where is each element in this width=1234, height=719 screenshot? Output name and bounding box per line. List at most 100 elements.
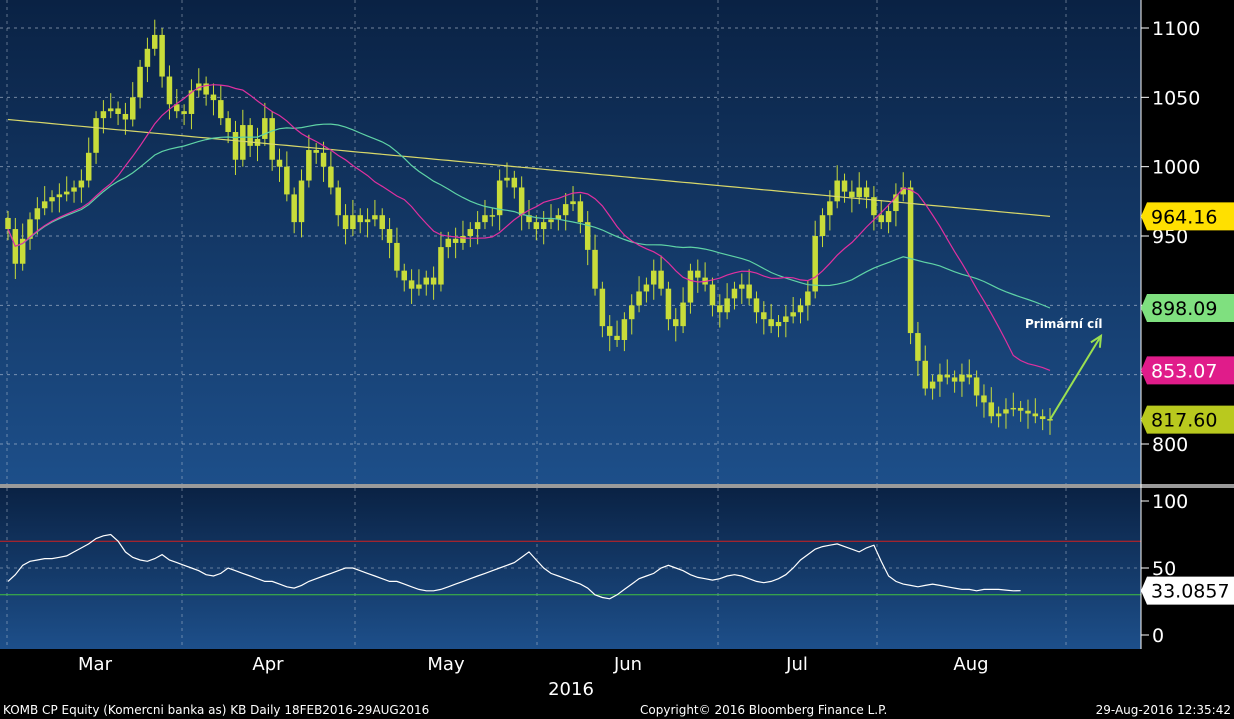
candle-body <box>937 374 943 382</box>
candle-body <box>328 166 334 188</box>
annotation-arrow <box>1049 333 1103 421</box>
candle-body <box>342 215 349 230</box>
moving-average-mid <box>7 123 1051 309</box>
candle-body <box>797 305 804 313</box>
candle-body <box>262 118 268 139</box>
x-axis-months: Mar Apr May Jun Jul Aug <box>78 654 989 675</box>
value-tag-ma-mid: 898.09 <box>1151 298 1217 320</box>
candle-body <box>482 215 488 223</box>
footer-timestamp: 29-Aug-2016 12:35:42 <box>1095 703 1231 717</box>
annotation-label: Primární cíl <box>1025 317 1103 331</box>
candle-body <box>107 108 114 112</box>
candle-body <box>379 215 385 230</box>
candle-body <box>1017 407 1024 411</box>
candle-body <box>562 204 569 216</box>
price-panel-background <box>0 0 1141 486</box>
candle-body <box>944 374 951 378</box>
candle-body <box>100 111 107 119</box>
candle-body <box>372 215 378 220</box>
value-tag-rsi-bg <box>1141 576 1234 605</box>
candle-body <box>1032 413 1039 417</box>
candle-body <box>93 118 99 153</box>
value-tag-ma-short: 853.07 <box>1151 360 1217 382</box>
candle-body <box>606 326 613 336</box>
candle-body <box>907 187 914 334</box>
candle-body <box>1025 410 1031 414</box>
candle-body <box>599 288 606 327</box>
candle-body <box>357 215 363 223</box>
rsi-tick-label: 100 <box>1152 491 1188 513</box>
y-tick-label: 950 <box>1152 226 1188 248</box>
candle-body <box>423 277 430 285</box>
candle-body <box>922 360 929 389</box>
candle-body <box>753 298 760 313</box>
candle-body <box>474 222 481 230</box>
candle-body <box>5 217 11 230</box>
candle-body <box>166 76 173 105</box>
candle-body <box>489 215 496 217</box>
candle-body <box>775 321 782 327</box>
rsi-panel <box>0 533 1141 600</box>
value-tag-last-price-bg <box>1141 405 1234 434</box>
candle-body <box>746 284 752 299</box>
candle-body <box>570 201 576 205</box>
candle-body <box>731 288 738 299</box>
candle-body <box>386 229 393 243</box>
candle-body <box>313 150 319 153</box>
y-tick-label: 1100 <box>1152 18 1200 40</box>
candle-body <box>819 215 826 236</box>
month-label-jun: Jun <box>613 654 642 675</box>
rsi-panel-background <box>0 488 1141 649</box>
month-label-apr: Apr <box>252 654 284 675</box>
footer-copyright: Copyright© 2016 Bloomberg Finance L.P. <box>640 703 888 717</box>
candle-body <box>849 191 855 198</box>
candle-body <box>526 215 532 223</box>
candle-body <box>834 180 840 202</box>
candle-body <box>144 48 151 67</box>
candle-body <box>1047 419 1053 421</box>
candle-body <box>350 215 356 230</box>
y-tick-label: 800 <box>1152 434 1188 456</box>
candle-body <box>951 377 958 382</box>
candle-body <box>709 284 716 306</box>
candle-body <box>628 305 635 320</box>
candle-body <box>291 194 297 223</box>
candle-body <box>63 191 70 195</box>
candle-body <box>893 194 899 212</box>
y-axes: 800 950 1000 1050 1100 0 50 100 853.07 898.09 964.… <box>1140 0 1234 649</box>
candle-body <box>878 215 884 223</box>
candle-body <box>1003 409 1009 414</box>
candle-body <box>78 180 85 188</box>
candle-body <box>724 298 730 313</box>
candle-body <box>981 395 987 403</box>
candle-body <box>152 34 158 49</box>
candle-body <box>717 305 723 313</box>
candle-body <box>460 236 466 243</box>
month-label-jul: Jul <box>785 654 808 675</box>
candle-body <box>225 118 231 132</box>
candle-body <box>973 377 980 396</box>
month-label-may: May <box>427 654 465 675</box>
moving-average-short <box>7 84 1051 371</box>
candle-body <box>695 270 701 278</box>
value-tag-ma-long: 964.16 <box>1151 206 1217 228</box>
candle-body <box>430 277 437 285</box>
candle-body <box>71 187 77 192</box>
candle-body <box>504 177 510 181</box>
value-tag-last-price: 817.60 <box>1151 410 1217 432</box>
candle-body <box>783 316 789 322</box>
candle-body <box>247 125 253 146</box>
candle-body <box>687 270 694 303</box>
candle-body <box>203 83 209 95</box>
candle-body <box>115 108 121 114</box>
candle-body <box>548 219 554 223</box>
candle-body <box>863 187 870 198</box>
candle-body <box>959 374 965 382</box>
value-tag-ma-mid-bg <box>1141 293 1234 322</box>
candle-body <box>584 222 591 250</box>
candle-body <box>85 152 92 181</box>
candle-body <box>540 222 547 230</box>
candle-body <box>643 284 650 292</box>
candle-body <box>665 288 672 320</box>
candle-body <box>240 125 246 160</box>
